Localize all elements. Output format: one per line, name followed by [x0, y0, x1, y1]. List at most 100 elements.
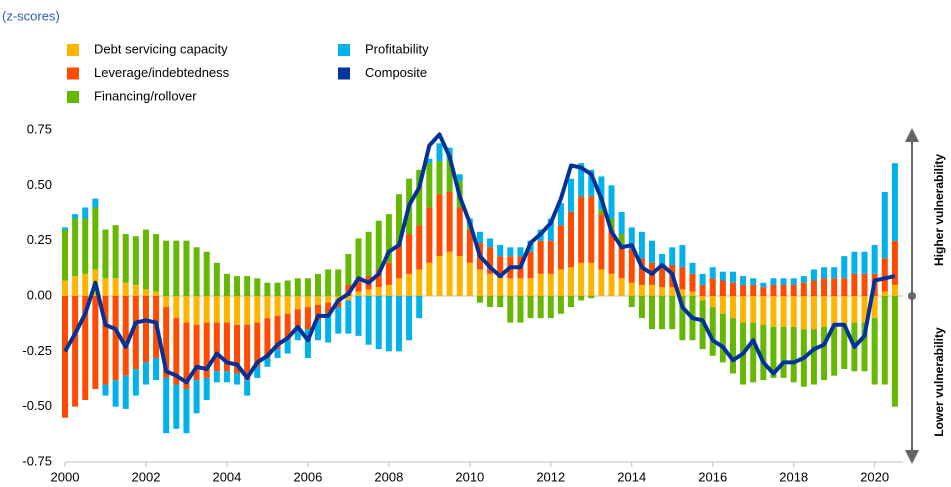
bar	[578, 296, 585, 301]
bar	[456, 256, 463, 296]
bar	[82, 218, 89, 274]
bar	[841, 256, 848, 279]
bar	[315, 304, 322, 321]
bar	[102, 278, 109, 296]
bar	[780, 278, 787, 285]
bar	[507, 278, 514, 296]
bar	[517, 278, 524, 296]
vulnerability-arrow	[905, 128, 919, 464]
bar	[142, 362, 149, 385]
bar	[466, 229, 473, 263]
bar	[709, 296, 716, 308]
bar	[810, 296, 817, 330]
bar	[223, 322, 230, 372]
x-tick-label: 2000	[51, 469, 80, 484]
bar	[628, 296, 635, 308]
bar	[891, 240, 898, 285]
bar	[831, 296, 838, 327]
bar	[598, 209, 605, 215]
bar	[365, 289, 372, 296]
bar	[608, 185, 615, 219]
bar	[436, 143, 443, 161]
bar	[689, 291, 696, 296]
bar	[780, 296, 787, 327]
bar	[335, 307, 342, 334]
bar	[527, 296, 534, 319]
bar	[416, 225, 423, 270]
bar	[588, 262, 595, 296]
bar	[568, 296, 575, 308]
bar	[557, 269, 564, 296]
bar	[183, 388, 190, 434]
bar	[497, 278, 504, 296]
bar	[274, 282, 281, 296]
bar	[770, 278, 777, 285]
annotation: Higher vulnerability	[932, 154, 946, 266]
bar	[365, 231, 372, 277]
bar	[112, 225, 119, 279]
x-tick-label: 2002	[132, 469, 161, 484]
bar	[699, 284, 706, 296]
bar	[841, 296, 848, 325]
legend-swatch	[67, 44, 79, 56]
legend-label: Debt servicing capacity	[94, 41, 228, 56]
bar	[142, 289, 149, 296]
bar	[800, 276, 807, 283]
bar	[790, 278, 797, 285]
bar	[669, 296, 676, 330]
bar	[507, 247, 514, 257]
bar	[568, 211, 575, 268]
bar	[760, 324, 767, 381]
x-tick-label: 2016	[698, 469, 727, 484]
bar	[284, 280, 291, 296]
bar	[679, 245, 686, 268]
bar	[618, 245, 625, 279]
y-tick-label: 0.75	[27, 121, 52, 136]
bar	[659, 253, 666, 266]
bar	[416, 269, 423, 296]
bar	[102, 229, 109, 279]
bar	[365, 296, 372, 345]
bar	[497, 245, 504, 257]
bar	[193, 247, 200, 296]
bar	[740, 284, 747, 296]
bar	[244, 276, 251, 296]
bar	[699, 273, 706, 285]
bar	[173, 318, 180, 385]
bar	[851, 251, 858, 274]
bar	[132, 284, 139, 296]
bar	[375, 220, 382, 270]
bar	[122, 234, 129, 283]
bar	[213, 262, 220, 296]
bar	[547, 218, 554, 241]
bar	[810, 280, 817, 296]
bar	[669, 247, 676, 266]
bar	[254, 366, 261, 378]
bar	[304, 296, 311, 308]
bar	[456, 207, 463, 257]
bar	[72, 214, 79, 219]
annotation: Lower vulnerability	[932, 327, 946, 437]
bar	[557, 203, 564, 226]
bar	[871, 296, 878, 319]
bar	[517, 247, 524, 257]
bar	[203, 251, 210, 296]
bar	[821, 326, 828, 381]
bar	[618, 211, 625, 235]
bar	[132, 369, 139, 396]
bar	[851, 296, 858, 323]
bar	[163, 240, 170, 296]
legend-label: Composite	[365, 65, 427, 80]
bar	[163, 296, 170, 308]
bar	[385, 284, 392, 296]
bar	[608, 218, 615, 230]
bar	[679, 267, 686, 290]
bar	[122, 282, 129, 296]
bar	[891, 296, 898, 407]
legend-label: Leverage/indebtedness	[94, 65, 230, 80]
bar	[760, 287, 767, 296]
bar	[223, 371, 230, 383]
bar	[861, 251, 868, 274]
bar	[790, 284, 797, 296]
